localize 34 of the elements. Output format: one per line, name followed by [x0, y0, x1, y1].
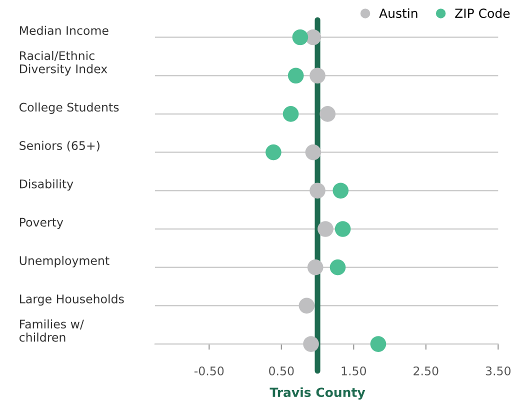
y-tick-label: College Students: [20, 102, 119, 114]
legend-label: ZIP Code: [455, 8, 510, 18]
point: [330, 259, 346, 276]
point: [310, 68, 326, 84]
point: [266, 144, 282, 160]
y-tick-label: Unemployment: [20, 256, 110, 268]
point: [303, 336, 319, 352]
legend-label: Austin: [379, 8, 418, 18]
point: [288, 68, 304, 84]
x-tick-label: 0.50: [269, 366, 294, 376]
point: [305, 29, 322, 46]
point: [332, 182, 349, 199]
y-tick-label: Families w/ children: [20, 319, 84, 342]
y-tick-label: Disability: [20, 179, 74, 191]
y-tick-label: Poverty: [20, 218, 64, 229]
point: [307, 259, 324, 276]
y-tick-label: Median Income: [20, 26, 108, 35]
y-tick-label: Racial/Ethnic Diversity Index: [20, 50, 108, 76]
x-tick-label: 3.50: [486, 366, 511, 376]
point: [320, 106, 336, 122]
point: [370, 336, 386, 352]
point: [282, 106, 299, 122]
x-tick-label: -0.50: [194, 366, 224, 376]
point: [318, 221, 334, 237]
point: [334, 221, 351, 237]
point: [305, 144, 322, 160]
point: [310, 182, 326, 199]
ref-line-label: Travis County: [270, 387, 366, 400]
y-tick-label: Seniors (65+): [20, 140, 100, 152]
x-tick-label: 1.50: [342, 366, 366, 376]
point: [298, 298, 315, 314]
x-tick-label: 2.50: [414, 366, 438, 376]
y-tick-label: Large Households: [20, 294, 124, 306]
point: [292, 29, 308, 46]
